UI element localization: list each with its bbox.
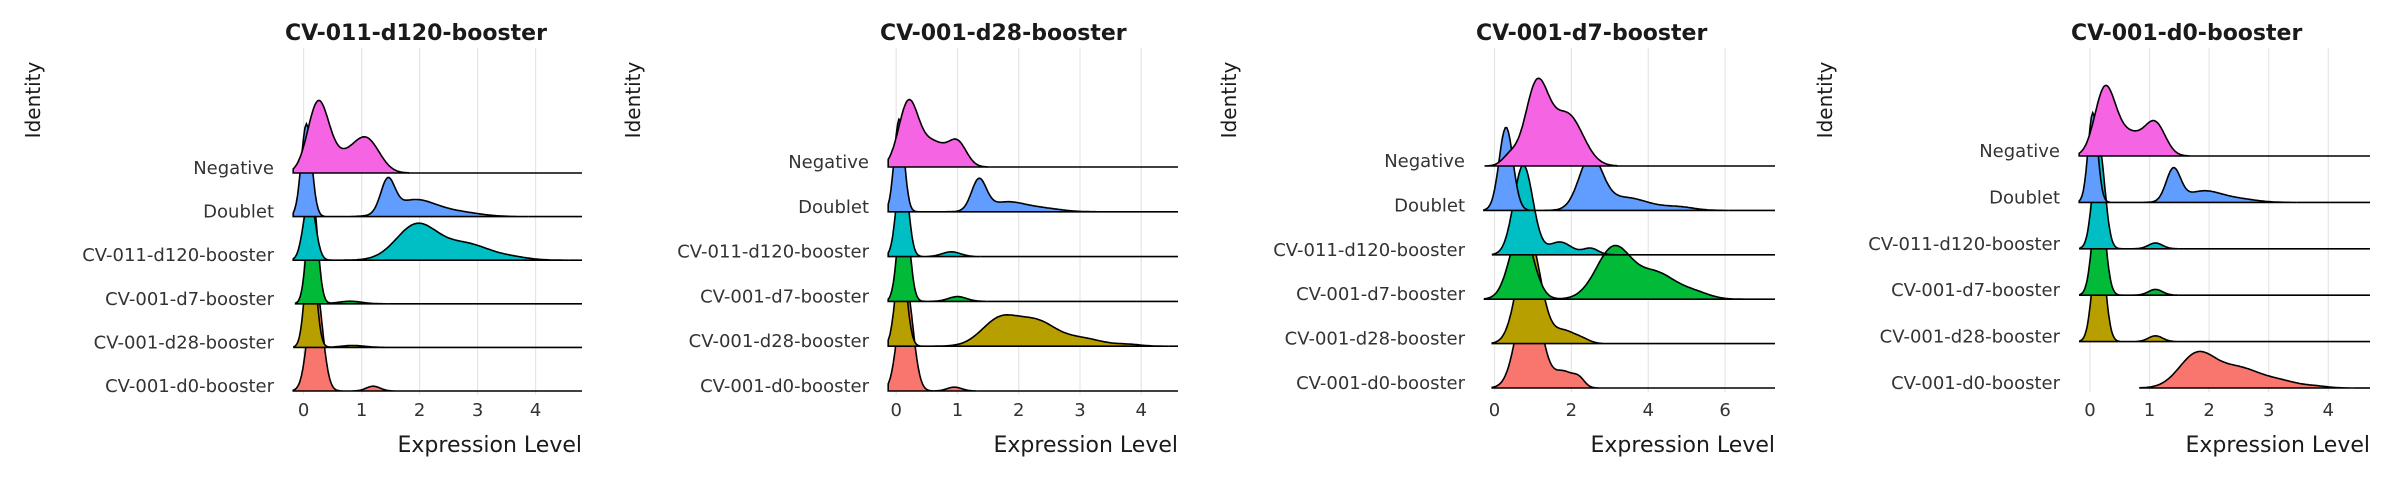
y-axis-label: Identity — [1813, 62, 1837, 139]
ridge-negative — [887, 98, 988, 168]
y-tick-label: CV-011-d120-booster — [677, 242, 869, 263]
y-tick-label: CV-001-d0-booster — [700, 376, 870, 397]
y-tick-label: CV-001-d0-booster — [1891, 373, 2061, 394]
x-tick-label: 4 — [1642, 400, 1653, 421]
x-tick-label: 4 — [2323, 400, 2334, 421]
x-axis-label: Expression Level — [1591, 433, 1776, 458]
x-tick-label: 6 — [1719, 400, 1730, 421]
y-axis-label: Identity — [21, 62, 45, 139]
x-tick-label: 1 — [356, 400, 367, 421]
y-tick-label: Negative — [193, 158, 274, 179]
y-tick-label: Doublet — [1394, 195, 1465, 216]
ridge-doublet — [887, 117, 1102, 213]
ridge-negative — [1484, 77, 1618, 167]
y-tick-label: CV-011-d120-booster — [1868, 234, 2060, 255]
panel-title: CV-011-d120-booster — [285, 21, 547, 46]
panel-title: CV-001-d7-booster — [1476, 21, 1707, 46]
ridge-negative — [2078, 84, 2189, 157]
x-tick-label: 4 — [1136, 400, 1147, 421]
y-tick-label: CV-001-d0-booster — [105, 376, 275, 397]
x-axis-label: Expression Level — [398, 433, 583, 458]
panel-cv-001-d7-booster: CV-001-d7-booster Identity 0 2 4 6 Expression … — [1217, 21, 1775, 458]
y-tick-label: Negative — [1979, 141, 2060, 162]
y-tick-label: CV-001-d7-booster — [700, 286, 870, 307]
x-axis-label: Expression Level — [994, 433, 1179, 458]
ridge-cv-011-d120-booster — [292, 195, 569, 261]
x-axis-label: Expression Level — [2186, 433, 2371, 458]
x-tick-label: 2 — [1566, 400, 1577, 421]
y-tick-label: CV-001-d28-booster — [1880, 327, 2061, 348]
y-axis-label: Identity — [1217, 62, 1241, 139]
x-tick-label: 2 — [1013, 400, 1024, 421]
ridge-cv-001-d0-booster — [2139, 350, 2355, 389]
y-tick-label: CV-001-d28-booster — [94, 332, 275, 353]
x-tick-label: 0 — [2084, 400, 2095, 421]
x-tick-label: 3 — [1074, 400, 1085, 421]
y-tick-label: CV-011-d120-booster — [1273, 240, 1465, 261]
x-tick-label: 1 — [952, 400, 963, 421]
panel-title: CV-001-d28-booster — [880, 21, 1127, 46]
ridge-doublet — [292, 121, 529, 218]
y-tick-label: Doublet — [1989, 187, 2060, 208]
y-tick-label: CV-001-d7-booster — [105, 289, 275, 310]
ridge-doublet — [2078, 110, 2297, 204]
y-tick-label: Negative — [788, 152, 869, 173]
ridge-negative — [292, 99, 409, 174]
y-axis-label: Identity — [621, 62, 645, 139]
y-tick-label: Doublet — [203, 202, 274, 223]
ridge-doublet — [1483, 126, 1729, 212]
x-tick-label: 0 — [890, 400, 901, 421]
x-tick-label: 0 — [1489, 400, 1500, 421]
panel-cv-001-d28-booster: CV-001-d28-booster Identity 0 1 2 3 4 Expressio… — [621, 21, 1178, 458]
panel-title: CV-001-d0-booster — [2071, 21, 2302, 46]
y-tick-label: Negative — [1384, 151, 1465, 172]
panel-cv-011-d120-booster: CV-011-d120-booster Identity 0 1 2 3 4 Expressi… — [21, 21, 582, 458]
x-tick-label: 4 — [530, 400, 541, 421]
panel-cv-001-d0-booster: CV-001-d0-booster Identity 0 1 2 3 4 Expression… — [1813, 21, 2370, 458]
y-tick-label: CV-001-d7-booster — [1891, 280, 2061, 301]
y-tick-label: CV-001-d28-booster — [689, 331, 870, 352]
y-tick-label: CV-001-d7-booster — [1296, 284, 1466, 305]
y-tick-label: CV-001-d0-booster — [1296, 373, 1466, 394]
y-tick-label: CV-001-d28-booster — [1285, 329, 1466, 350]
x-tick-label: 3 — [472, 400, 483, 421]
x-tick-label: 2 — [2203, 400, 2214, 421]
y-tick-label: Doublet — [798, 197, 869, 218]
ridge-cv-001-d0-booster — [1491, 281, 1599, 389]
x-tick-label: 0 — [298, 400, 309, 421]
ridge-cv-001-d28-booster — [887, 255, 1169, 347]
y-tick-label: CV-011-d120-booster — [82, 245, 274, 266]
x-tick-label: 2 — [414, 400, 425, 421]
x-tick-label: 1 — [2144, 400, 2155, 421]
x-tick-label: 3 — [2263, 400, 2274, 421]
